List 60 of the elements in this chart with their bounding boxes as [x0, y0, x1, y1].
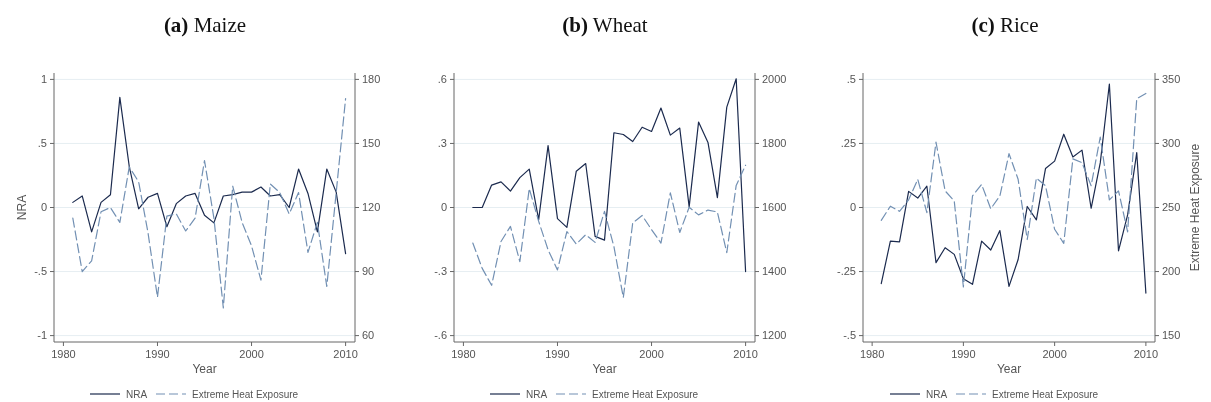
- x-tick-label: 2010: [733, 348, 758, 360]
- y-tick-label: -.5: [34, 265, 47, 278]
- y-tick-label: .5: [846, 73, 856, 86]
- x-tick-label: 1990: [145, 348, 170, 360]
- y-axis-title: NRA: [15, 194, 29, 221]
- x-tick-label: 2010: [333, 348, 358, 360]
- legend-label: Extreme Heat Exposure: [992, 388, 1099, 400]
- y-tick-label: .5: [37, 137, 47, 150]
- x-tick-label: 2000: [639, 348, 664, 360]
- y2-tick-label: 150: [362, 137, 381, 150]
- y2-tick-label: 300: [1162, 137, 1181, 150]
- y2-tick-label: 150: [1162, 329, 1181, 342]
- x-tick-label: 2000: [1042, 348, 1067, 360]
- line-series: [472, 78, 747, 273]
- line-series: [72, 96, 347, 255]
- x-tick-label: 1980: [51, 348, 76, 360]
- y2-tick-label: 250: [1162, 201, 1181, 214]
- y2-tick-label: 90: [362, 265, 375, 278]
- y-tick-label: -.25: [837, 265, 856, 278]
- x-tick-label: 1990: [545, 348, 570, 360]
- y-tick-label: -.3: [434, 265, 447, 278]
- line-series: [72, 98, 347, 309]
- y2-tick-label: 1800: [762, 137, 787, 150]
- y2-tick-label: 1400: [762, 265, 787, 278]
- x-tick-label: 2000: [239, 348, 264, 360]
- y2-tick-label: 1200: [762, 329, 787, 342]
- y-tick-label: 1: [40, 73, 47, 86]
- legend-label: Extreme Heat Exposure: [592, 388, 699, 400]
- y2-tick-label: 180: [362, 73, 381, 86]
- y2-tick-label: 350: [1162, 73, 1181, 86]
- legend-label: NRA: [526, 388, 548, 400]
- y2-tick-label: 1600: [762, 201, 787, 214]
- y-tick-label: -.6: [434, 329, 447, 342]
- x-tick-label: 1980: [859, 348, 885, 360]
- legend-label: NRA: [926, 388, 948, 400]
- legend-label: NRA: [126, 388, 148, 400]
- line-series: [472, 164, 747, 299]
- y2-tick-label: 2000: [762, 73, 787, 86]
- y-tick-label: -.5: [843, 329, 856, 342]
- x-axis-title: Year: [996, 362, 1022, 376]
- y-tick-label: .6: [437, 73, 447, 86]
- chart-title: (a) Maize: [163, 13, 247, 37]
- y-tick-label: 0: [40, 201, 47, 214]
- chart-title: (b) Wheat: [562, 13, 648, 37]
- x-tick-label: 1990: [951, 348, 976, 360]
- y-tick-label: 0: [440, 201, 447, 214]
- y-tick-label: -1: [37, 329, 47, 342]
- chart-title: (c) Rice: [971, 13, 1039, 37]
- y-tick-label: .25: [840, 137, 856, 150]
- y2-axis-title: Extreme Heat Exposure: [1188, 143, 1203, 272]
- y2-tick-label: 120: [362, 201, 381, 214]
- legend-label: Extreme Heat Exposure: [192, 388, 299, 400]
- x-axis-title: Year: [192, 362, 217, 376]
- y-tick-label: 0: [849, 201, 856, 214]
- y2-tick-label: 200: [1162, 265, 1181, 278]
- x-tick-label: 2010: [1133, 348, 1159, 360]
- y2-tick-label: 60: [362, 329, 375, 342]
- x-axis-title: Year: [592, 362, 617, 376]
- y-tick-label: .3: [437, 137, 447, 150]
- x-tick-label: 1980: [451, 348, 476, 360]
